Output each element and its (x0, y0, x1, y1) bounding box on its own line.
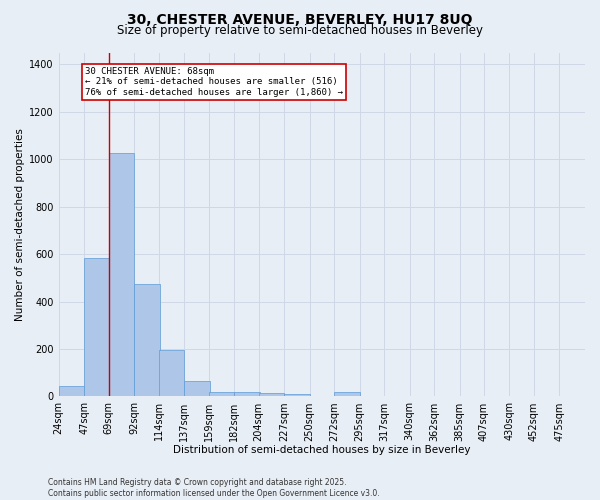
Bar (134, 284, 160, 397)
Bar (234, 392, 260, 396)
Bar (259, 393, 284, 396)
Bar (184, 381, 209, 396)
Bar (209, 392, 234, 396)
Text: Contains HM Land Registry data © Crown copyright and database right 2025.
Contai: Contains HM Land Registry data © Crown c… (48, 478, 380, 498)
Bar (284, 394, 310, 396)
Bar (334, 392, 359, 396)
X-axis label: Distribution of semi-detached houses by size in Beverley: Distribution of semi-detached houses by … (173, 445, 470, 455)
Text: Size of property relative to semi-detached houses in Beverley: Size of property relative to semi-detach… (117, 24, 483, 37)
Bar (59, 386, 84, 396)
Bar (109, 154, 134, 396)
Bar (84, 258, 110, 396)
Y-axis label: Number of semi-detached properties: Number of semi-detached properties (15, 128, 25, 321)
Bar (158, 350, 184, 397)
Text: 30 CHESTER AVENUE: 68sqm
← 21% of semi-detached houses are smaller (516)
76% of : 30 CHESTER AVENUE: 68sqm ← 21% of semi-d… (85, 66, 343, 96)
Text: 30, CHESTER AVENUE, BEVERLEY, HU17 8UQ: 30, CHESTER AVENUE, BEVERLEY, HU17 8UQ (127, 12, 473, 26)
